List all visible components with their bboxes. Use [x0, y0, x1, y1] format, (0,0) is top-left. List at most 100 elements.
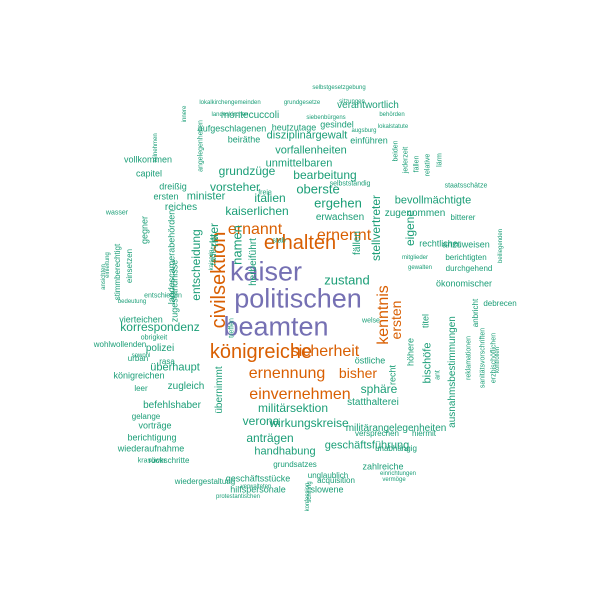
cloud-word: krasower [137, 457, 167, 465]
cloud-word: beamten [223, 311, 329, 342]
cloud-word: vollkommen [123, 154, 173, 165]
cloud-word: wirkungskreise [269, 416, 349, 430]
cloud-word: sphäre [360, 382, 398, 396]
cloud-word: verwalteten [240, 484, 272, 490]
cloud-word: bitterer [450, 213, 476, 222]
cloud-word: stimmberechtigt [113, 243, 122, 301]
cloud-word: anbricht [471, 298, 480, 328]
cloud-word: lärm [436, 153, 444, 167]
cloud-word: entschieden [144, 292, 182, 300]
cloud-word: einrichtungen [379, 471, 417, 477]
cloud-word: polizei [145, 343, 175, 354]
cloud-word: militärangelegenheiten [345, 423, 447, 434]
cloud-word: königreiche [209, 341, 313, 363]
cloud-word: sicherheit [290, 343, 360, 360]
cloud-word: einsetzen [125, 248, 134, 284]
cloud-word: staatsschätze [444, 182, 488, 190]
cloud-word: bedeutung [117, 299, 147, 305]
cloud-word: slowene [310, 484, 344, 495]
cloud-word: zugleich [167, 381, 205, 392]
cloud-word: ansichten [101, 264, 107, 290]
cloud-word: ant [434, 370, 442, 380]
cloud-word: ernennung [248, 365, 326, 382]
cloud-word: ausnahmsbestimmungen [447, 316, 458, 428]
cloud-word: anträgen [246, 431, 294, 445]
cloud-word: teilnehmen [153, 133, 159, 163]
cloud-word: bevollmächtigte [394, 194, 472, 207]
cloud-word: kaiser [229, 256, 303, 287]
cloud-word: mitglieder [401, 255, 429, 261]
cloud-word: kaiserlichen [225, 204, 289, 218]
cloud-word: vorträge [138, 420, 172, 431]
cloud-word: sowohl [131, 353, 151, 359]
cloud-word: ernannt [227, 221, 283, 238]
cloud-word: sitzungen [339, 99, 365, 105]
cloud-word: wasser [105, 209, 129, 217]
cloud-word: gesindel [320, 119, 354, 130]
cloud-word: recht [387, 364, 398, 386]
cloud-word: titel [420, 313, 431, 329]
cloud-word: erwachsen [315, 212, 365, 223]
cloud-word: zustand [324, 272, 370, 288]
cloud-word: selbstgesetzgebung [312, 85, 366, 91]
cloud-word: disziplinargewalt [266, 129, 348, 142]
cloud-word: acquisition [317, 476, 355, 485]
cloud-word: bischöfe [421, 342, 434, 384]
cloud-word: militärsektion [257, 401, 329, 415]
cloud-word: reklamationen [465, 336, 473, 380]
cloud-word: beiräthe [227, 134, 261, 145]
cloud-word: namen [229, 225, 245, 265]
cloud-word: debrecen [483, 299, 517, 308]
cloud-word: zugenommen [384, 208, 446, 219]
cloud-word: gegner [139, 215, 150, 245]
cloud-word: oberste [296, 181, 340, 197]
cloud-word: reiches [164, 202, 198, 213]
cloud-word: übernimmt [214, 366, 225, 414]
cloud-word: konfession [305, 482, 311, 512]
cloud-word: stab [272, 237, 286, 245]
cloud-word: kaiserin [209, 249, 215, 271]
cloud-word: statthalterei [347, 397, 399, 408]
cloud-word: hilfspersonale [230, 484, 286, 495]
cloud-word: grundgesetze [283, 100, 321, 106]
cloud-word: fällen [352, 231, 363, 255]
cloud-word: grundsatzes [273, 460, 317, 469]
cloud-word: vermöge [382, 477, 406, 483]
cloud-word: geschäftsführung [324, 439, 410, 452]
cloud-word: fällen [413, 155, 421, 173]
cloud-word: welse [362, 317, 380, 325]
cloud-word: verantwortlich [337, 100, 399, 111]
cloud-word: erhalten [263, 232, 337, 254]
cloud-word: handhabung [254, 445, 316, 458]
cloud-word: bearbeitung [293, 168, 357, 182]
cloud-word: protestantischen [215, 494, 261, 500]
cloud-word: urban [127, 354, 149, 363]
cloud-word: hiermit [411, 429, 437, 438]
cloud-word: beiliegenden [498, 228, 504, 264]
cloud-word: wohlwollenden [93, 340, 147, 349]
cloud-word: vorsteher [209, 180, 261, 194]
cloud-word: zahlreiche [362, 461, 404, 472]
cloud-word: lokalstatute [377, 124, 409, 130]
cloud-word: überhaupt [150, 361, 200, 374]
cloud-word: durchgehend [445, 264, 493, 273]
cloud-word: beiden [392, 140, 400, 162]
cloud-word: berichtigung [127, 432, 177, 443]
cloud-word: wiedergestaltung [174, 477, 236, 486]
cloud-word: augsburg [351, 128, 377, 134]
cloud-word: östliche [354, 355, 386, 366]
cloud-word: königreichen [113, 370, 165, 381]
cloud-word: gelange [131, 412, 161, 421]
cloud-word: behörden [379, 112, 405, 118]
cloud-word: kontrollen [495, 346, 501, 374]
cloud-word: sanitätsvorschriften [479, 327, 487, 389]
cloud-word: angelegenheiten [197, 120, 205, 172]
cloud-word: anzuweisen [442, 239, 490, 250]
cloud-word: freie [258, 189, 272, 197]
cloud-word: minister [186, 190, 226, 203]
cloud-word: unglaublich [307, 471, 349, 480]
cloud-word: ersten [388, 300, 404, 340]
cloud-word: wiederaufnahme [117, 443, 185, 454]
cloud-word: stellvertreter [369, 194, 383, 262]
